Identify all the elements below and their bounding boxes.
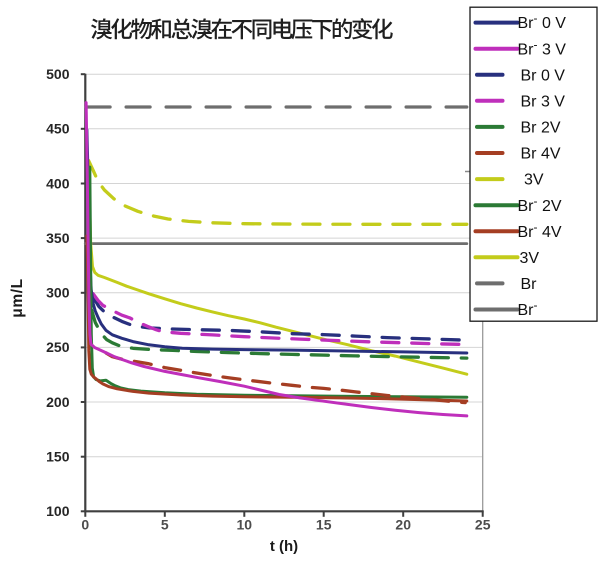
svg-text:Br 2V: Br 2V — [521, 120, 561, 137]
svg-text:0: 0 — [81, 517, 89, 533]
svg-text:3V: 3V — [520, 250, 540, 267]
svg-text:Br 0 V: Br 0 V — [521, 67, 566, 84]
svg-text:Br 4V: Br 4V — [521, 146, 561, 163]
svg-text:μm/L: μm/L — [9, 278, 26, 317]
svg-text:20: 20 — [395, 517, 411, 533]
svg-text:300: 300 — [46, 285, 70, 301]
svg-text:500: 500 — [46, 66, 70, 82]
svg-text:3V: 3V — [524, 172, 544, 189]
svg-text:15: 15 — [316, 517, 332, 533]
svg-text:100: 100 — [46, 503, 70, 519]
svg-text:25: 25 — [475, 517, 491, 533]
svg-text:Br- 2V: Br- 2V — [518, 194, 562, 215]
svg-text:5: 5 — [161, 517, 169, 533]
svg-text:Br- 4V: Br- 4V — [518, 220, 562, 241]
svg-text:400: 400 — [46, 175, 70, 191]
svg-text:350: 350 — [46, 230, 70, 246]
svg-text:Br-: Br- — [518, 298, 538, 319]
svg-text:Br- 0 V: Br- 0 V — [518, 11, 567, 32]
svg-text:Br- 3 V: Br- 3 V — [518, 37, 567, 58]
svg-text:250: 250 — [46, 339, 70, 355]
svg-text:Br 3 V: Br 3 V — [521, 93, 566, 110]
svg-text:t (h): t (h) — [270, 538, 298, 555]
svg-text:450: 450 — [46, 121, 70, 137]
svg-text:10: 10 — [237, 517, 253, 533]
svg-text:Br: Br — [521, 276, 538, 293]
svg-text:150: 150 — [46, 449, 70, 465]
svg-text:200: 200 — [46, 394, 70, 410]
